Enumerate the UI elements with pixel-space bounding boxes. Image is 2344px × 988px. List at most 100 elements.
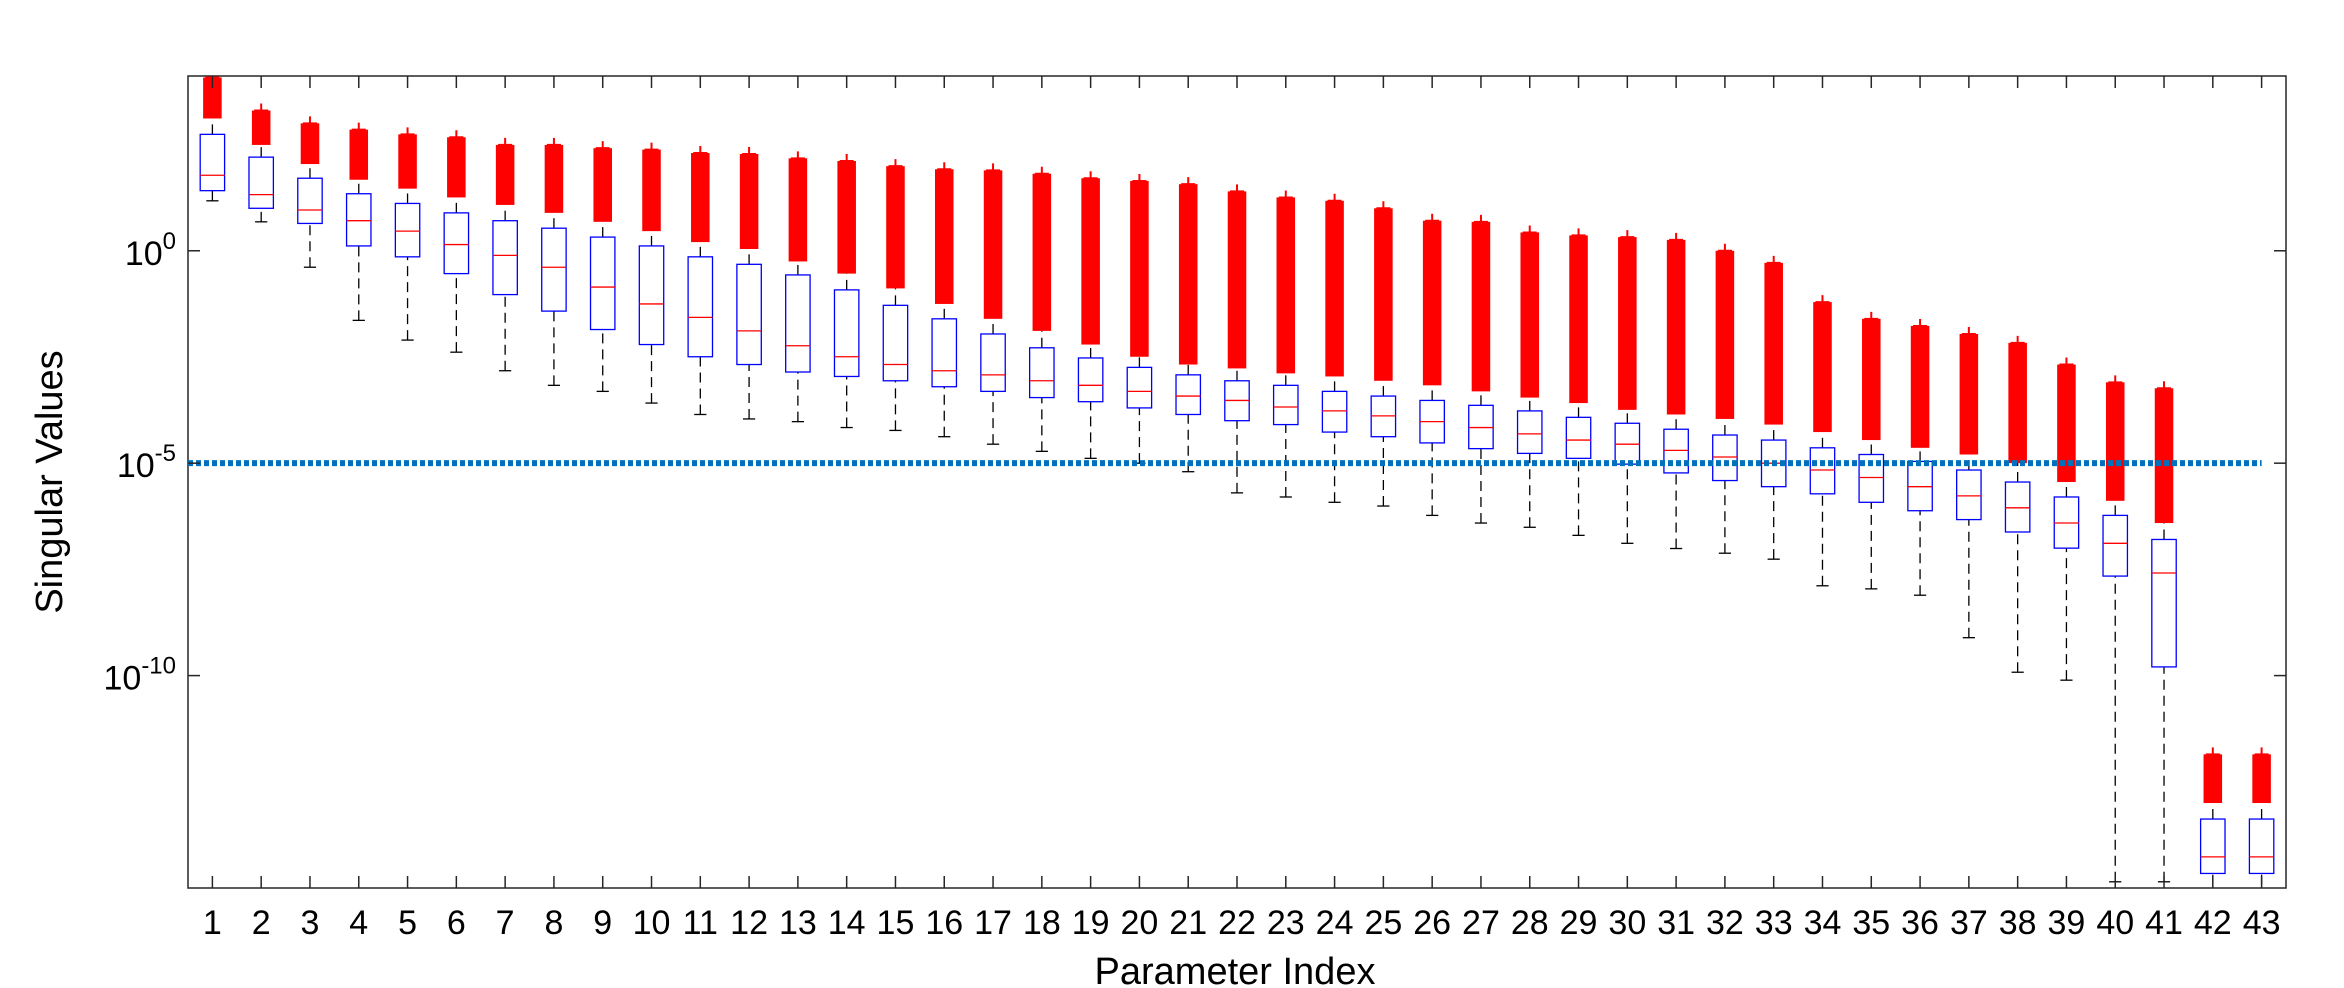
x-tick-label: 16: [925, 904, 963, 942]
box: [1956, 469, 1982, 521]
outlier-band: [1715, 250, 1735, 419]
x-tick-label: 21: [1169, 904, 1207, 942]
box: [1321, 390, 1348, 433]
box: [882, 304, 909, 382]
x-tick-label: 8: [544, 904, 563, 942]
outlier-band: [251, 110, 271, 145]
y-tick-base: 10: [125, 235, 163, 273]
box: [687, 256, 714, 358]
outlier-marker: [986, 163, 1001, 178]
outlier-marker: [1230, 184, 1244, 199]
y-tick-label: 10-10: [103, 653, 176, 698]
x-tick-label: 22: [1218, 904, 1256, 942]
box: [980, 333, 1006, 393]
x-tick-label: 28: [1511, 904, 1549, 942]
box: [785, 274, 811, 373]
outlier-band: [1032, 173, 1052, 331]
outlier-marker: [2254, 747, 2269, 762]
box: [492, 220, 518, 296]
box: [1272, 384, 1299, 426]
outlier-marker: [742, 146, 757, 161]
outlier-marker: [1961, 326, 1976, 341]
outlier-marker: [1522, 225, 1537, 240]
outlier-band: [544, 144, 564, 213]
outlier-band: [1862, 318, 1881, 441]
box: [1028, 347, 1055, 399]
outlier-band: [1374, 208, 1393, 381]
outlier-marker: [937, 162, 952, 177]
outlier-marker: [888, 159, 903, 174]
outlier-marker: [1376, 201, 1391, 216]
outlier-marker: [2059, 357, 2074, 372]
outlier-band: [1325, 200, 1344, 377]
x-tick-label: 9: [593, 904, 612, 942]
outlier-band: [1813, 302, 1832, 433]
box: [1712, 434, 1738, 482]
box: [199, 133, 226, 192]
x-tick-label: 4: [349, 904, 368, 942]
outlier-marker: [1717, 243, 1732, 258]
x-tick-label: 12: [730, 904, 768, 942]
x-tick-label: 10: [633, 904, 671, 942]
box: [541, 227, 567, 312]
outlier-marker: [2010, 335, 2025, 350]
outlier-marker: [2157, 381, 2172, 396]
outlier-band: [691, 153, 710, 243]
outlier-band: [1569, 235, 1588, 404]
outlier-band: [2252, 754, 2271, 804]
outlier-marker: [1425, 213, 1440, 228]
outlier-band: [203, 77, 222, 119]
x-tick-label: 3: [301, 904, 320, 942]
x-tick-label: 20: [1121, 904, 1159, 942]
x-tick-label: 33: [1755, 904, 1793, 942]
x-tick-label: 15: [877, 904, 915, 942]
box: [1663, 428, 1689, 474]
outlier-marker: [595, 141, 610, 156]
box: [2151, 538, 2177, 668]
box: [1858, 453, 1885, 503]
box: [443, 212, 470, 275]
box: [394, 202, 421, 258]
outlier-marker: [1083, 171, 1098, 186]
outlier-band: [1178, 184, 1198, 365]
plot-area: [188, 76, 2275, 888]
outlier-band: [934, 169, 954, 304]
x-tick-label: 43: [2243, 904, 2281, 942]
box: [1809, 447, 1836, 495]
box: [1077, 357, 1104, 403]
y-tick-exponent: 0: [163, 228, 176, 255]
outlier-marker: [498, 137, 513, 152]
outlier-band: [837, 160, 856, 274]
x-tick-label: 30: [1608, 904, 1646, 942]
x-tick-label: 36: [1901, 904, 1939, 942]
box: [638, 245, 665, 346]
outlier-marker: [1669, 232, 1684, 247]
x-tick-label: 7: [496, 904, 515, 942]
outlier-marker: [449, 130, 464, 145]
outlier-marker: [351, 122, 366, 137]
x-axis-label: Parameter Index: [1095, 951, 1376, 988]
x-tick-label: 5: [398, 904, 417, 942]
box: [345, 193, 372, 247]
outlier-marker: [2108, 375, 2123, 390]
outlier-band: [2105, 382, 2125, 501]
outlier-marker: [302, 116, 317, 131]
outlier-band: [1471, 221, 1491, 392]
x-tick-label: 37: [1950, 904, 1988, 942]
outlier-band: [886, 166, 905, 289]
box: [931, 318, 958, 388]
outlier-band: [1081, 178, 1100, 345]
outlier-marker: [693, 146, 708, 161]
box: [297, 177, 323, 225]
y-tick-label: 10-5: [117, 440, 176, 485]
outlier-marker: [839, 153, 854, 168]
box: [833, 289, 860, 378]
outlier-marker: [1278, 190, 1293, 205]
x-tick-label: 19: [1072, 904, 1110, 942]
box: [736, 263, 762, 366]
x-tick-label: 27: [1462, 904, 1500, 942]
y-tick-exponent: -5: [155, 440, 176, 467]
outlier-band: [300, 123, 320, 165]
